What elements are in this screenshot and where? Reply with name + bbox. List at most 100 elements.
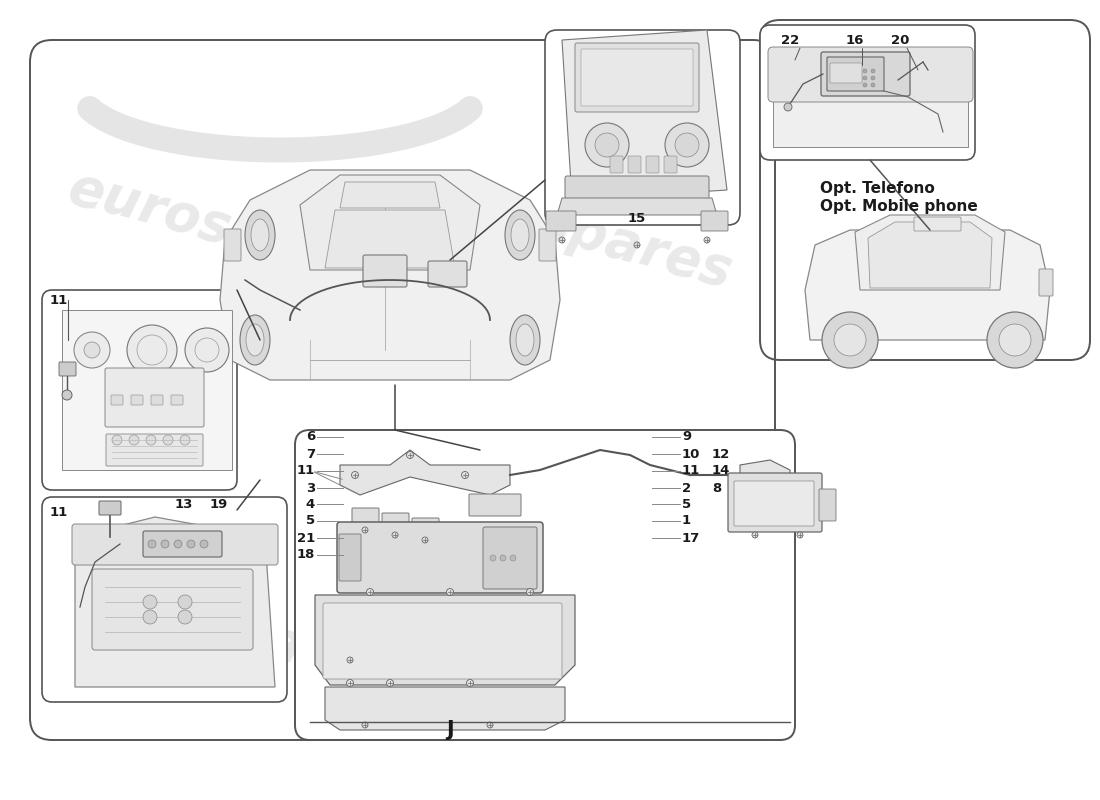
FancyBboxPatch shape <box>664 156 676 173</box>
Circle shape <box>490 555 496 561</box>
Text: 4: 4 <box>306 498 315 510</box>
FancyBboxPatch shape <box>469 494 521 516</box>
Ellipse shape <box>246 324 264 356</box>
Polygon shape <box>324 687 565 730</box>
Circle shape <box>871 83 874 87</box>
FancyBboxPatch shape <box>295 430 795 740</box>
FancyBboxPatch shape <box>1040 269 1053 296</box>
Polygon shape <box>855 215 1005 290</box>
Circle shape <box>62 390 72 400</box>
FancyBboxPatch shape <box>821 52 910 96</box>
Text: 18: 18 <box>297 549 315 562</box>
FancyBboxPatch shape <box>131 395 143 405</box>
Text: 8: 8 <box>712 482 722 494</box>
Polygon shape <box>62 310 232 470</box>
Circle shape <box>346 657 353 663</box>
Circle shape <box>798 532 803 538</box>
Circle shape <box>752 532 758 538</box>
Text: 5: 5 <box>682 498 691 510</box>
Circle shape <box>822 312 878 368</box>
Ellipse shape <box>251 219 270 251</box>
Circle shape <box>362 722 369 728</box>
Circle shape <box>200 540 208 548</box>
Circle shape <box>74 332 110 368</box>
Circle shape <box>784 103 792 111</box>
Circle shape <box>634 242 640 248</box>
FancyBboxPatch shape <box>111 395 123 405</box>
Circle shape <box>112 435 122 445</box>
FancyBboxPatch shape <box>768 47 974 102</box>
Circle shape <box>161 540 169 548</box>
FancyBboxPatch shape <box>539 229 556 261</box>
FancyBboxPatch shape <box>734 481 814 526</box>
FancyBboxPatch shape <box>106 434 204 466</box>
FancyBboxPatch shape <box>628 156 641 173</box>
Polygon shape <box>340 182 440 208</box>
Polygon shape <box>300 175 480 270</box>
FancyBboxPatch shape <box>575 43 698 112</box>
Circle shape <box>462 471 469 478</box>
Text: eurospares: eurospares <box>403 502 738 638</box>
Text: 21: 21 <box>297 531 315 545</box>
Circle shape <box>559 237 565 243</box>
Polygon shape <box>557 198 717 215</box>
FancyBboxPatch shape <box>581 49 693 106</box>
FancyBboxPatch shape <box>728 473 822 532</box>
Text: 11: 11 <box>297 465 315 478</box>
Text: 19: 19 <box>210 498 229 511</box>
Circle shape <box>346 679 353 686</box>
FancyBboxPatch shape <box>92 569 253 650</box>
FancyBboxPatch shape <box>483 527 537 589</box>
FancyBboxPatch shape <box>72 524 278 565</box>
Text: 12: 12 <box>712 447 730 461</box>
Text: 2: 2 <box>682 482 691 494</box>
Circle shape <box>148 540 156 548</box>
Text: 11: 11 <box>50 506 68 519</box>
FancyBboxPatch shape <box>544 30 740 225</box>
FancyBboxPatch shape <box>143 531 222 557</box>
Circle shape <box>585 123 629 167</box>
Circle shape <box>143 595 157 609</box>
Text: eurospares: eurospares <box>63 562 398 698</box>
FancyBboxPatch shape <box>363 255 407 287</box>
Circle shape <box>178 595 192 609</box>
Text: 6: 6 <box>306 430 315 443</box>
FancyBboxPatch shape <box>99 501 121 515</box>
FancyBboxPatch shape <box>323 603 562 679</box>
Text: 9: 9 <box>682 430 691 443</box>
Circle shape <box>466 679 473 686</box>
FancyBboxPatch shape <box>827 57 884 91</box>
Polygon shape <box>805 230 1050 340</box>
Ellipse shape <box>245 210 275 260</box>
Text: Opt. Mobile phone: Opt. Mobile phone <box>820 198 978 214</box>
FancyBboxPatch shape <box>412 518 439 538</box>
Circle shape <box>422 537 428 543</box>
Circle shape <box>180 435 190 445</box>
Circle shape <box>666 123 710 167</box>
FancyBboxPatch shape <box>339 534 361 581</box>
Text: 20: 20 <box>891 34 910 47</box>
FancyBboxPatch shape <box>428 261 468 287</box>
Circle shape <box>178 610 192 624</box>
Polygon shape <box>75 517 275 687</box>
Text: 5: 5 <box>306 514 315 527</box>
FancyBboxPatch shape <box>352 508 379 528</box>
Circle shape <box>146 435 156 445</box>
Circle shape <box>527 589 534 595</box>
Circle shape <box>500 555 506 561</box>
Circle shape <box>174 540 182 548</box>
Circle shape <box>352 471 359 478</box>
Circle shape <box>487 722 493 728</box>
Circle shape <box>704 237 710 243</box>
Circle shape <box>999 324 1031 356</box>
FancyBboxPatch shape <box>610 156 623 173</box>
Text: 11: 11 <box>50 294 68 306</box>
Circle shape <box>447 589 453 595</box>
Circle shape <box>362 527 369 533</box>
Polygon shape <box>324 210 455 268</box>
Circle shape <box>84 342 100 358</box>
Circle shape <box>871 76 874 80</box>
Circle shape <box>510 555 516 561</box>
Text: 16: 16 <box>846 34 865 47</box>
Text: 7: 7 <box>306 447 315 461</box>
